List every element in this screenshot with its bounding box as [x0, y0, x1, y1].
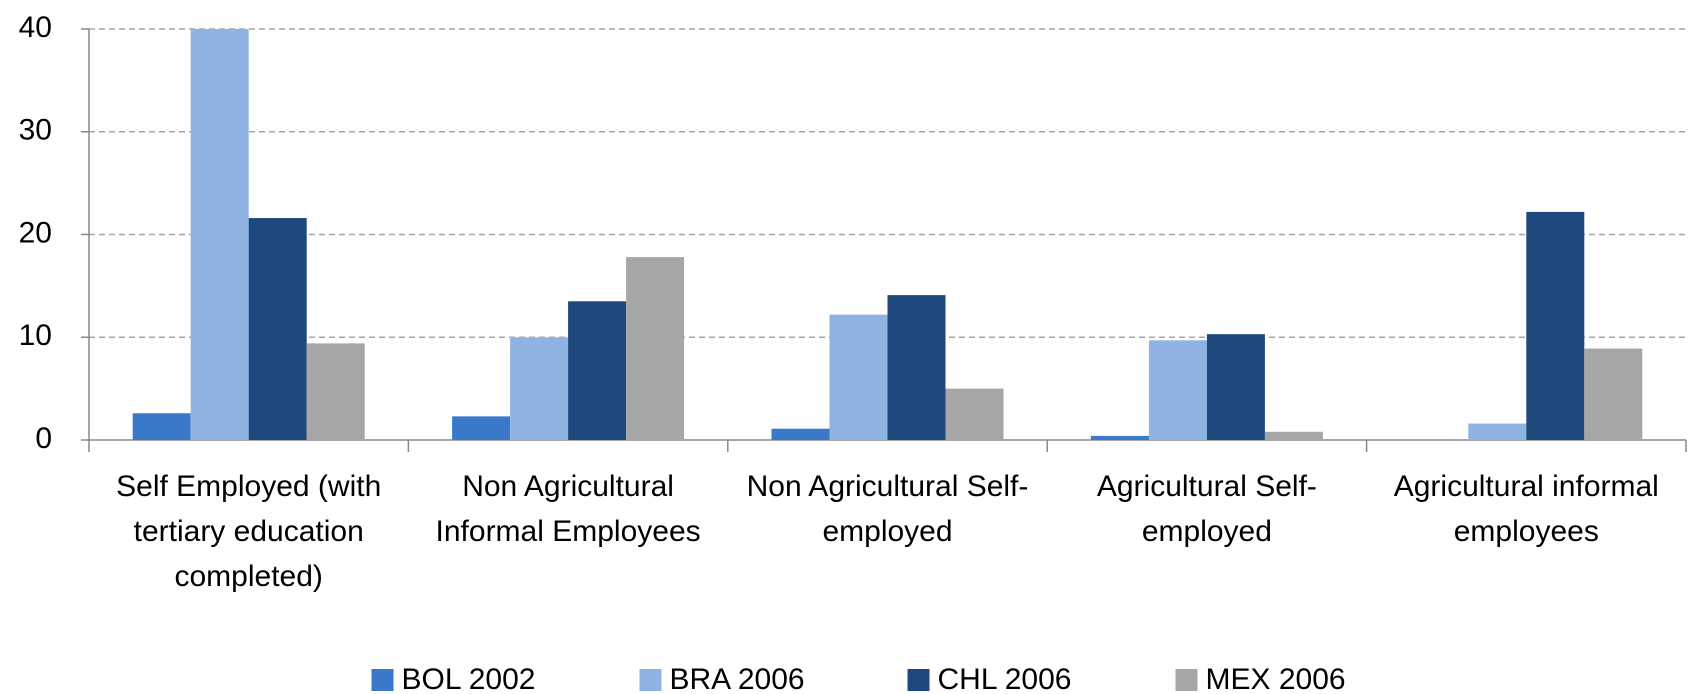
y-tick-label: 40 — [19, 11, 52, 44]
bar — [510, 337, 569, 440]
bar — [1090, 435, 1149, 440]
x-tick-label: Non Agricultural Informal Employees — [435, 470, 701, 548]
legend-label: BOL 2002 — [402, 663, 536, 694]
bar — [829, 314, 888, 440]
y-tick-label: 10 — [19, 319, 52, 352]
bar — [248, 218, 307, 440]
legend-label: BRA 2006 — [670, 663, 805, 694]
bar — [568, 301, 627, 440]
bar — [771, 428, 830, 440]
bar — [306, 343, 365, 440]
y-tick-label: 0 — [35, 422, 52, 455]
bar — [1148, 340, 1207, 440]
bar — [1526, 211, 1585, 440]
legend-swatch — [371, 669, 394, 691]
legend-label: CHL 2006 — [938, 663, 1072, 694]
bar — [945, 388, 1004, 440]
bar — [1584, 348, 1643, 440]
x-tick-label: Agricultural informal employees — [1393, 470, 1659, 548]
bar — [1264, 431, 1323, 440]
y-tick-label: 20 — [19, 216, 52, 249]
legend-swatch — [907, 669, 930, 691]
x-tick-label: Agricultural Self-employed — [1096, 470, 1317, 548]
y-tick-label: 30 — [19, 114, 52, 147]
legend-label: MEX 2006 — [1206, 663, 1346, 694]
legend-swatch — [639, 669, 662, 691]
bar — [132, 413, 191, 440]
bar — [452, 416, 511, 440]
bar — [1206, 334, 1265, 440]
bar — [1468, 423, 1527, 440]
bar — [887, 295, 946, 440]
bar — [190, 29, 249, 440]
x-tick-label: Self Employed (with tertiary education c… — [116, 470, 382, 593]
bar — [626, 257, 685, 440]
legend-swatch — [1175, 669, 1198, 691]
x-tick-label: Non Agricultural Self-employed — [746, 470, 1029, 548]
